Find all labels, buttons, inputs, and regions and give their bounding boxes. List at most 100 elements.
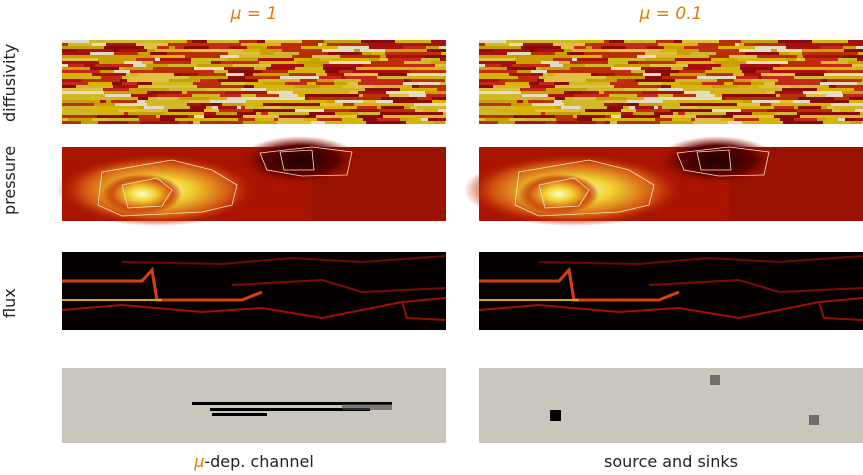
cell bbox=[496, 55, 532, 58]
cell bbox=[696, 94, 708, 97]
cell bbox=[499, 79, 537, 82]
cell bbox=[124, 67, 153, 70]
cell bbox=[243, 121, 276, 124]
cell bbox=[626, 46, 646, 49]
cell bbox=[291, 97, 305, 100]
cell bbox=[253, 73, 289, 76]
cell bbox=[676, 61, 715, 64]
row-label: diffusivity bbox=[0, 44, 19, 122]
cell bbox=[855, 109, 863, 112]
cell bbox=[211, 61, 221, 64]
cell bbox=[849, 97, 863, 100]
cell bbox=[379, 109, 415, 112]
cell bbox=[794, 106, 798, 109]
cell bbox=[156, 115, 160, 118]
cell bbox=[376, 100, 393, 103]
cell bbox=[705, 70, 742, 73]
cell bbox=[260, 49, 282, 52]
cell bbox=[407, 73, 446, 76]
cell bbox=[834, 97, 849, 100]
cell bbox=[201, 103, 222, 106]
cell bbox=[187, 40, 192, 43]
cell bbox=[281, 43, 318, 46]
cell bbox=[119, 61, 124, 64]
cell bbox=[856, 46, 863, 49]
cell bbox=[256, 94, 279, 97]
cell bbox=[766, 91, 775, 94]
cell bbox=[321, 106, 357, 109]
cell bbox=[631, 49, 660, 52]
cell bbox=[605, 115, 611, 118]
cell bbox=[710, 91, 745, 94]
cell bbox=[363, 64, 405, 67]
cell bbox=[733, 115, 774, 118]
cell bbox=[802, 52, 824, 55]
cell bbox=[479, 88, 520, 91]
cell bbox=[726, 112, 752, 115]
cell bbox=[214, 70, 228, 73]
cell bbox=[316, 73, 327, 76]
cell bbox=[554, 82, 569, 85]
cell bbox=[588, 70, 605, 73]
cell bbox=[207, 40, 239, 43]
cell bbox=[656, 40, 674, 43]
cell bbox=[722, 94, 754, 97]
cell bbox=[62, 46, 90, 49]
cell bbox=[204, 115, 243, 118]
cell bbox=[417, 106, 446, 109]
cell bbox=[712, 109, 741, 112]
cell bbox=[790, 85, 824, 88]
cell bbox=[775, 82, 779, 85]
pressure-field bbox=[464, 136, 863, 226]
cell bbox=[815, 67, 856, 70]
cell bbox=[539, 82, 554, 85]
cell bbox=[479, 70, 517, 73]
cell bbox=[848, 61, 863, 64]
cell bbox=[824, 52, 858, 55]
cell bbox=[544, 79, 586, 82]
cell bbox=[81, 121, 98, 124]
cell bbox=[817, 118, 826, 121]
cell bbox=[396, 103, 414, 106]
cell bbox=[712, 85, 737, 88]
cell bbox=[274, 52, 299, 55]
cell bbox=[605, 121, 610, 124]
cell bbox=[338, 58, 369, 61]
cell bbox=[642, 91, 684, 94]
cell bbox=[810, 100, 849, 103]
cell bbox=[164, 106, 190, 109]
cell bbox=[385, 52, 407, 55]
cell bbox=[661, 73, 670, 76]
cell bbox=[218, 79, 258, 82]
cell bbox=[479, 76, 518, 79]
cell bbox=[708, 94, 715, 97]
cell bbox=[845, 118, 855, 121]
cell bbox=[340, 55, 380, 58]
cell bbox=[479, 43, 485, 46]
cell bbox=[627, 100, 663, 103]
cell bbox=[530, 97, 555, 100]
cell bbox=[325, 70, 339, 73]
cell bbox=[187, 91, 225, 94]
cell bbox=[670, 109, 712, 112]
cell bbox=[325, 121, 361, 124]
cell bbox=[188, 100, 210, 103]
cell bbox=[69, 100, 100, 103]
cell bbox=[100, 112, 124, 115]
cell bbox=[831, 103, 863, 106]
cell bbox=[826, 118, 838, 121]
cell bbox=[526, 118, 556, 121]
cell bbox=[191, 61, 211, 64]
cell bbox=[316, 82, 334, 85]
cell bbox=[192, 49, 214, 52]
flux-field bbox=[62, 252, 446, 330]
cell bbox=[258, 79, 300, 82]
cell bbox=[812, 40, 848, 43]
cell bbox=[362, 52, 372, 55]
cell bbox=[661, 103, 680, 106]
cell bbox=[535, 109, 569, 112]
cell bbox=[610, 82, 638, 85]
cell bbox=[518, 76, 523, 79]
cell bbox=[698, 106, 722, 109]
cell bbox=[106, 43, 110, 46]
